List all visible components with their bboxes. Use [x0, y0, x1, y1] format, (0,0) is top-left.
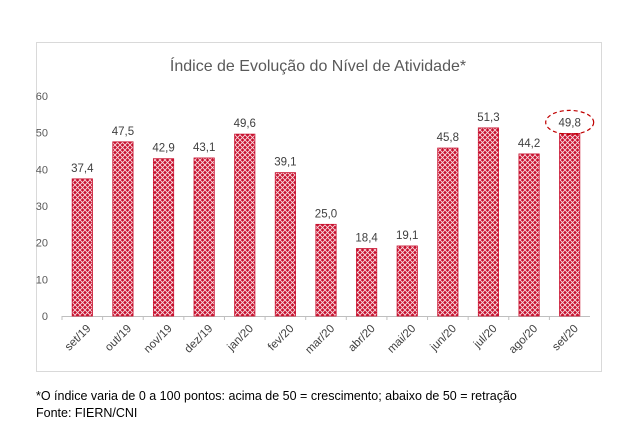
- source-note: Fonte: FIERN/CNI: [36, 406, 138, 420]
- x-tick-label: mai/20: [386, 323, 419, 356]
- y-tick-label: 30: [36, 201, 48, 213]
- bar: [356, 248, 378, 317]
- bar: [559, 132, 581, 317]
- bar: [315, 223, 337, 317]
- bar: [112, 141, 134, 317]
- bar: [396, 245, 418, 317]
- x-tick-label: jun/20: [428, 323, 459, 354]
- data-label: 51,3: [477, 112, 499, 124]
- y-axis: 0 10 20 30 40 50 60: [36, 91, 48, 323]
- y-tick-label: 40: [36, 164, 48, 176]
- y-tick-label: 50: [36, 128, 48, 140]
- bar-chart: Índice de Evolução do Nível de Atividade…: [36, 56, 595, 357]
- data-label: 25,0: [315, 208, 337, 220]
- x-tick-label: jul/20: [471, 323, 500, 352]
- x-tick-label: out/19: [103, 323, 134, 354]
- x-tick-label: fev/20: [266, 323, 297, 354]
- bars: [71, 127, 581, 317]
- y-tick-label: 60: [36, 91, 48, 103]
- data-label: 18,4: [355, 233, 378, 245]
- bar: [477, 127, 500, 317]
- bar: [193, 157, 215, 317]
- data-labels: 37,4 47,5 42,9 43,1 49,6 39,1 25,0 18,4 19,1 45,8…: [71, 109, 595, 245]
- y-tick-label: 20: [36, 238, 48, 250]
- data-label: 19,1: [396, 230, 418, 242]
- x-tick-label: ago/20: [507, 323, 540, 356]
- bar: [274, 172, 296, 317]
- x-tick-label: set/20: [550, 323, 581, 354]
- data-label: 39,1: [274, 157, 296, 169]
- x-tick-label: dez/19: [182, 323, 215, 356]
- x-tick-label: jan/20: [225, 323, 256, 354]
- data-label: 49,8: [558, 117, 580, 129]
- data-label: 47,5: [112, 126, 134, 138]
- bar: [234, 133, 256, 317]
- x-tick-label: set/19: [63, 323, 94, 354]
- x-tick-label: nov/19: [142, 323, 175, 356]
- data-label: 42,9: [152, 143, 174, 155]
- data-label: 49,6: [234, 118, 256, 130]
- data-label: 43,1: [193, 142, 215, 154]
- x-axis: set/19 out/19 nov/19 dez/19 jan/20 fev/20 mar/…: [61, 316, 590, 357]
- x-tick-label: mar/20: [303, 323, 337, 357]
- x-tick-label: abr/20: [346, 323, 378, 355]
- bar: [152, 158, 175, 317]
- chart-title: Índice de Evolução do Nível de Atividade…: [170, 56, 466, 75]
- footnote: *O índice varia de 0 a 100 pontos: acima…: [36, 389, 517, 403]
- bar: [437, 147, 459, 317]
- y-tick-label: 10: [36, 274, 48, 286]
- highlight-ellipse: [545, 109, 595, 136]
- data-label: 45,8: [437, 132, 459, 144]
- data-label: 44,2: [518, 138, 540, 150]
- y-tick-label: 0: [42, 311, 48, 323]
- bar: [518, 153, 540, 317]
- data-label: 37,4: [71, 163, 94, 175]
- bar: [71, 178, 93, 317]
